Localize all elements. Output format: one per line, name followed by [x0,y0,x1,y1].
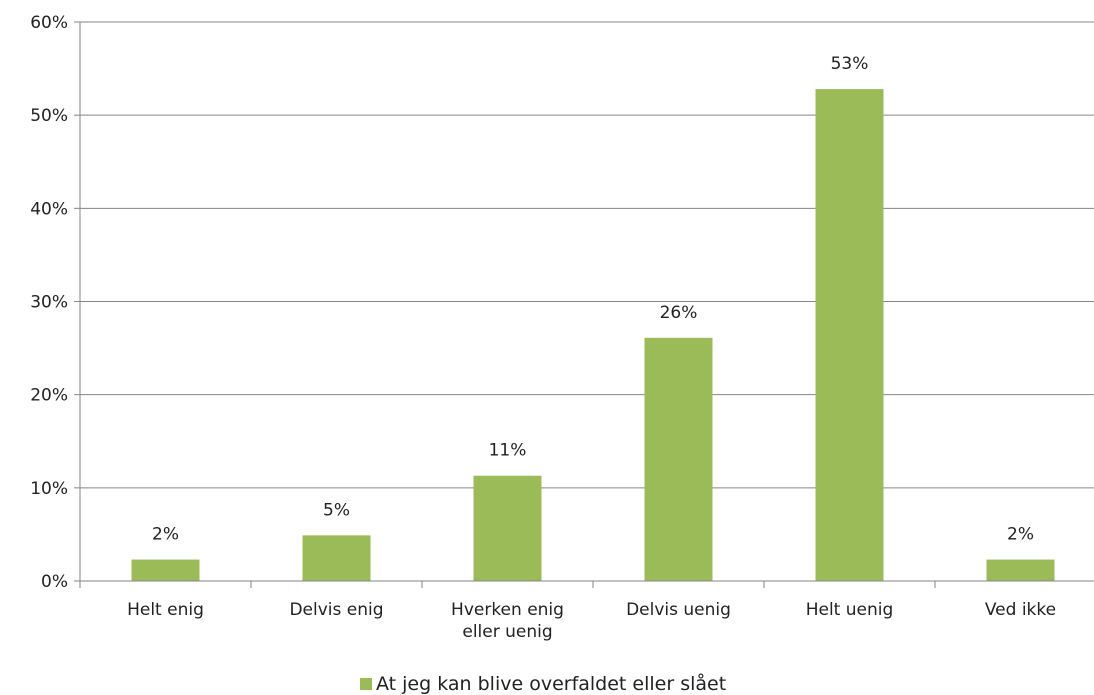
y-tick-label: 10% [30,479,68,499]
bar [815,89,884,581]
x-category-label-line: Delvis enig [289,600,383,620]
x-category-label: Hverken enig eller uenig [451,600,564,642]
x-category-label-line: Helt enig [127,600,204,620]
bar [986,559,1055,581]
y-tick-label: 30% [30,293,68,313]
y-tick-label: 60% [30,13,68,33]
data-labels: 2% 5% 11% 26% 53% 2% [152,54,1034,544]
data-label: 2% [152,525,179,545]
y-tick-label: 0% [41,572,68,592]
data-label: 11% [489,441,527,461]
legend: At jeg kan blive overfaldet eller slået [360,672,726,695]
x-category-label: Delvis enig [289,600,383,620]
x-axis-ticks [79,581,936,588]
x-category-label-line: Hverken enig [451,600,564,620]
bars [131,89,1055,581]
data-label: 26% [660,303,698,323]
x-category-label-line: Helt uenig [806,600,894,620]
bar [473,475,542,581]
gridlines [80,21,1094,489]
x-category-label-line: Ved ikke [985,600,1056,620]
y-tick-label: 40% [30,199,68,219]
x-category-label-line: Delvis uenig [626,600,731,620]
bar [131,559,200,581]
legend-swatch [360,678,372,690]
bar [302,535,371,581]
y-tick-label: 20% [30,386,68,406]
x-category-label: Helt enig [127,600,204,620]
x-category-label: Ved ikke [985,600,1056,620]
data-label: 53% [831,54,869,74]
y-axis-ticks: 0% 10% 20% 30% 40% 50% 60% [30,13,80,592]
x-category-label: Delvis uenig [626,600,731,620]
legend-label: At jeg kan blive overfaldet eller slået [376,672,726,695]
data-label: 2% [1007,525,1034,545]
data-label: 5% [323,500,350,520]
y-tick-label: 50% [30,106,68,126]
bar [644,337,713,581]
x-category-label-line: eller uenig [462,622,552,642]
x-axis-labels: Helt enig Delvis enig Hverken enig eller ue… [127,600,1056,642]
x-category-label: Helt uenig [806,600,894,620]
